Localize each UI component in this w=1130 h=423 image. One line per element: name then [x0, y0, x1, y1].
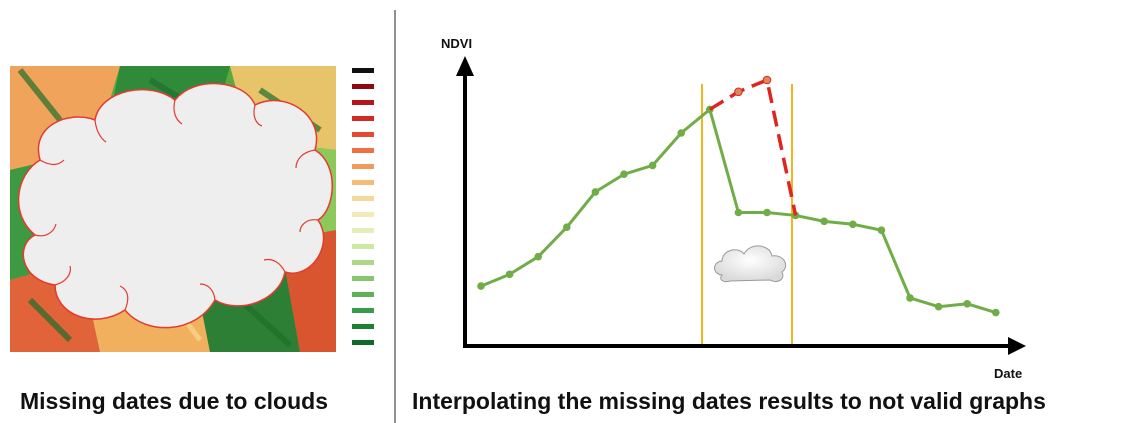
legend-swatch [352, 244, 374, 249]
legend-swatch [352, 116, 374, 121]
observed-point [992, 309, 1000, 317]
legend-swatch [352, 196, 374, 201]
observed-point [620, 170, 628, 178]
legend-swatch [352, 340, 374, 345]
observed-point [820, 218, 828, 226]
legend-swatch [352, 260, 374, 265]
observed-point [506, 271, 514, 279]
legend-swatch [352, 212, 374, 217]
x-axis-label: Date [994, 366, 1022, 381]
legend-swatch [352, 308, 374, 313]
observed-point [735, 209, 743, 217]
observed-point [563, 223, 571, 231]
legend-swatch [352, 132, 374, 137]
legend-swatch [352, 68, 374, 73]
right-caption: Interpolating the missing dates results … [412, 388, 1046, 415]
legend-swatch [352, 180, 374, 185]
interpolated-series [710, 76, 796, 215]
color-legend [352, 68, 374, 345]
y-axis-arrow [456, 56, 474, 76]
legend-swatch [352, 148, 374, 153]
observed-point [649, 162, 657, 170]
observed-point [849, 220, 857, 228]
legend-swatch [352, 292, 374, 297]
observed-point [534, 253, 542, 261]
observed-point [906, 294, 914, 302]
legend-swatch [352, 228, 374, 233]
observed-point [935, 303, 943, 311]
observed-point [878, 226, 886, 234]
legend-swatch [352, 324, 374, 329]
interpolated-point [763, 76, 771, 84]
observed-point [677, 129, 685, 137]
observed-point [963, 300, 971, 308]
ndvi-chart [456, 56, 1026, 355]
left-caption: Missing dates due to clouds [20, 388, 328, 415]
observed-point [763, 209, 771, 217]
observed-point [592, 188, 600, 196]
observed-series [477, 106, 999, 317]
legend-swatch [352, 276, 374, 281]
legend-swatch [352, 84, 374, 89]
observed-point [477, 282, 485, 290]
legend-swatch [352, 100, 374, 105]
interpolated-point [735, 88, 743, 96]
interpolated-line [710, 80, 796, 215]
x-axis-arrow [1008, 337, 1026, 355]
small-cloud-icon [715, 246, 786, 282]
legend-swatch [352, 164, 374, 169]
y-axis-label: NDVI [441, 36, 472, 51]
